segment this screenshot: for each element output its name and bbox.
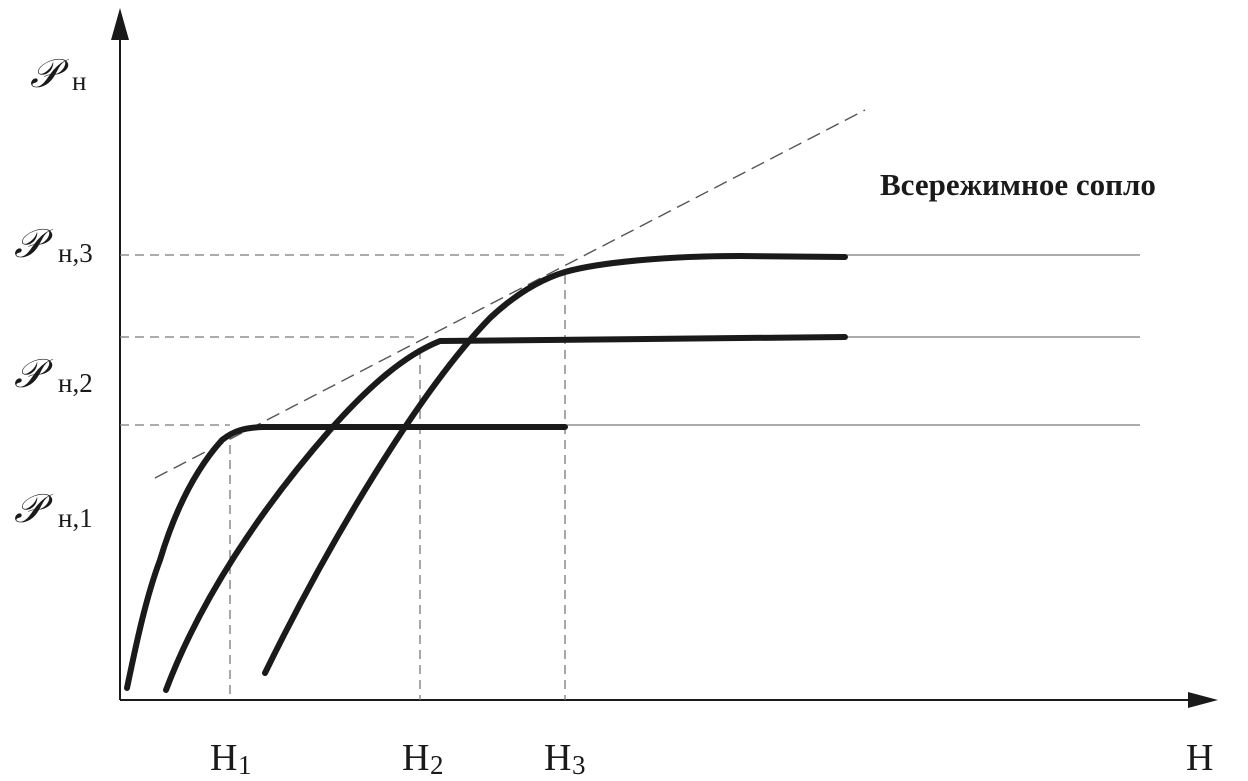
y-tick-2-subscript: н,2	[58, 368, 93, 398]
y-tick-3-subscript: н,3	[58, 238, 93, 268]
vertical-guides	[229, 275, 566, 700]
curves	[124, 253, 848, 693]
y-tick-label-1: 𝒫 н,1	[14, 486, 93, 533]
x-tick-label-3: Н 3	[544, 737, 586, 780]
y-axis-label: 𝒫 н	[30, 51, 86, 97]
y-axis-arrow	[111, 8, 129, 40]
curve-level-2	[163, 334, 848, 693]
horizontal-guides	[120, 254, 1140, 426]
y-axis-symbol: 𝒫	[30, 51, 70, 97]
y-tick-label-3: 𝒫 н,3	[14, 221, 93, 268]
y-tick-3-symbol: 𝒫	[14, 221, 54, 267]
curve-level-3	[262, 253, 848, 676]
y-tick-2-symbol: 𝒫	[14, 351, 54, 397]
x-tick-label-2: Н 2	[402, 737, 444, 780]
x-tick-3-main: Н	[544, 737, 571, 779]
x-tick-3-sub: 3	[572, 750, 586, 780]
y-tick-label-2: 𝒫 н,2	[14, 351, 93, 398]
x-tick-1-main: Н	[210, 737, 237, 779]
y-tick-1-subscript: н,1	[58, 503, 93, 533]
x-tick-1-sub: 1	[238, 750, 252, 780]
x-tick-2-sub: 2	[430, 750, 444, 780]
x-tick-label-1: Н 1	[210, 737, 252, 780]
curve-level-1	[124, 424, 568, 691]
axes	[111, 8, 1218, 708]
x-tick-2-main: Н	[402, 737, 429, 779]
x-axis-arrow	[1188, 692, 1218, 708]
y-axis-symbol-subscript: н	[72, 66, 86, 96]
diagram-title: Всережимное сопло	[880, 167, 1156, 202]
envelope-line	[154, 109, 866, 479]
y-tick-1-symbol: 𝒫	[14, 486, 54, 532]
x-axis-label: Н	[1186, 737, 1213, 779]
